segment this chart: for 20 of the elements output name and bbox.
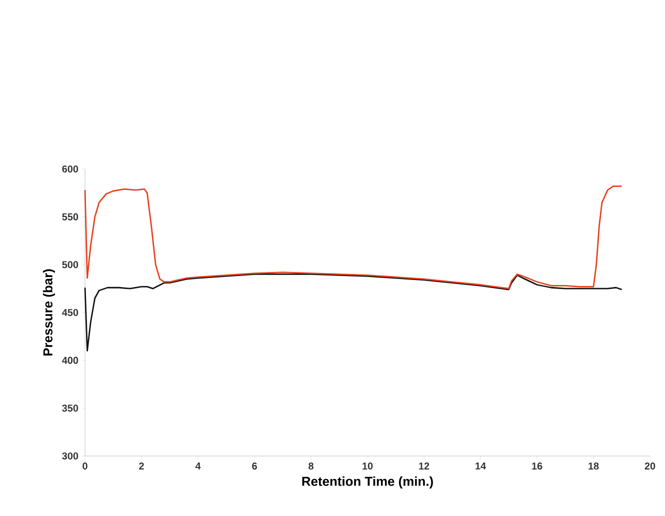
- x-tick-label: 8: [308, 462, 314, 470]
- x-axis-title: Retention Time (min.): [302, 476, 433, 488]
- y-tick-label: 400: [62, 356, 78, 364]
- y-tick-label: 600: [62, 165, 78, 173]
- y-tick-label: 500: [62, 261, 78, 268]
- x-tick-label: 18: [588, 462, 599, 470]
- x-tick-label: 4: [195, 462, 201, 470]
- x-tick-label: 2: [139, 462, 144, 470]
- y-tick-label: 300: [62, 452, 78, 460]
- y-tick-label: 450: [62, 308, 78, 316]
- x-tick-label: 0: [82, 462, 88, 470]
- x-tick-label: 20: [644, 462, 656, 470]
- x-tick-label: 6: [252, 462, 257, 470]
- x-tick-label: 14: [476, 462, 486, 470]
- x-tick-label: 12: [419, 462, 430, 470]
- x-tick-label: 16: [532, 462, 542, 470]
- y-tick-label: 550: [62, 213, 78, 220]
- y-tick-label: 350: [62, 404, 78, 412]
- x-tick-label: 10: [362, 462, 373, 470]
- y-axis-title: Pressure (bar): [42, 269, 56, 356]
